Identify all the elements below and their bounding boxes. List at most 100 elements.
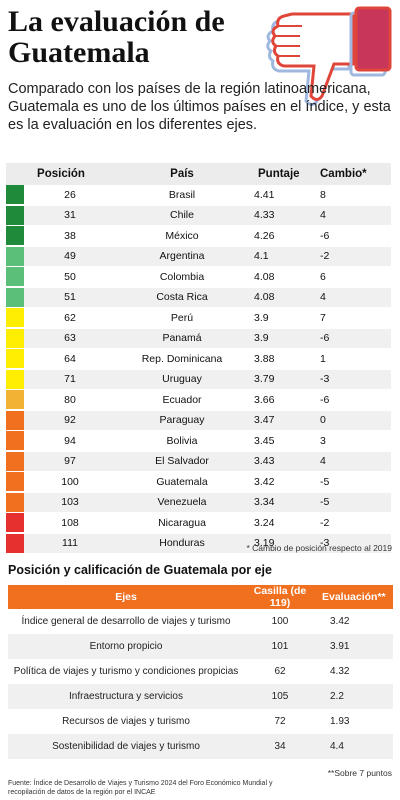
table-row: 50 Colombia 4.08 6	[6, 267, 391, 288]
cell-posicion: 100	[61, 475, 79, 488]
cell-pais: Ecuador	[162, 393, 202, 406]
color-swatch	[6, 205, 24, 225]
table-row: Entorno propicio 101 3.91	[8, 634, 393, 659]
table-row: 108 Nicaragua 3.24 -2	[6, 513, 391, 534]
cell-casilla: 101	[271, 641, 289, 652]
table-row: Índice general de desarrollo de viajes y…	[8, 609, 393, 634]
ranking-table-body: 26 Brasil 4.41 8 31 Chile 4.33 4 38 México 4.26 -6 4…	[6, 185, 391, 554]
cell-pais: Paraguay	[159, 414, 205, 427]
cell-cambio: 4	[320, 291, 326, 304]
cell-posicion: 94	[64, 434, 76, 447]
table-row: 51 Costa Rica 4.08 4	[6, 287, 391, 308]
color-swatch	[6, 492, 24, 512]
thumbs-down-icon	[266, 6, 392, 106]
cell-cambio: -5	[320, 475, 330, 488]
cell-puntaje: 3.45	[254, 434, 275, 447]
cell-evaluacion: 2.2	[330, 691, 344, 702]
cell-posicion: 50	[64, 270, 76, 283]
table-row: Sostenibilidad de viajes y turismo 34 4.4	[8, 734, 393, 759]
color-swatch	[6, 513, 24, 533]
axes-table-header: Ejes Casilla (de 119) Evaluación**	[8, 585, 393, 609]
cell-pais: Bolivia	[166, 434, 198, 447]
cell-cambio: 4	[320, 209, 326, 222]
cell-pais: Chile	[170, 209, 194, 222]
cell-cambio: -3	[320, 537, 330, 550]
table-row: 38 México 4.26 -6	[6, 226, 391, 247]
cell-cambio: 0	[320, 414, 326, 427]
footnote-puntos: **Sobre 7 puntos	[327, 768, 392, 778]
color-swatch	[6, 533, 24, 553]
cell-posicion: 62	[64, 311, 76, 324]
color-swatch	[6, 390, 24, 410]
table-row: 26 Brasil 4.41 8	[6, 185, 391, 206]
cell-cambio: -3	[320, 373, 330, 386]
color-swatch	[6, 472, 24, 492]
cell-casilla: 72	[274, 716, 286, 727]
cell-pais: Honduras	[159, 537, 205, 550]
cell-cambio: 4	[320, 455, 326, 468]
cell-cambio: 1	[320, 352, 326, 365]
table-row: 31 Chile 4.33 4	[6, 205, 391, 226]
cell-pais: Argentina	[159, 250, 205, 263]
cell-puntaje: 3.34	[254, 496, 275, 509]
cell-puntaje: 4.08	[254, 291, 275, 304]
cell-evaluacion: 3.91	[330, 641, 350, 652]
cell-puntaje: 4.08	[254, 270, 275, 283]
cell-casilla: 100	[271, 616, 289, 627]
table-row: Recursos de viajes y turismo 72 1.93	[8, 709, 393, 734]
color-swatch	[6, 369, 24, 389]
color-swatch	[6, 246, 24, 266]
table-row: 92 Paraguay 3.47 0	[6, 410, 391, 431]
color-swatch	[6, 267, 24, 287]
cell-puntaje: 4.1	[254, 250, 269, 263]
cell-evaluacion: 4.4	[330, 741, 344, 752]
ranking-table-header: Posición País Puntaje Cambio*	[6, 163, 391, 185]
table-row: 63 Panamá 3.9 -6	[6, 328, 391, 349]
cell-eje: Índice general de desarrollo de viajes y…	[21, 616, 231, 627]
cell-pais: Uruguay	[162, 373, 202, 386]
header-puntaje: Puntaje	[258, 168, 300, 180]
color-swatch	[6, 410, 24, 430]
cell-cambio: -2	[320, 516, 330, 529]
color-swatch	[6, 287, 24, 307]
table-row: 97 El Salvador 3.43 4	[6, 451, 391, 472]
header-cambio: Cambio*	[320, 168, 367, 180]
cell-cambio: -2	[320, 250, 330, 263]
cell-posicion: 26	[64, 188, 76, 201]
cell-puntaje: 3.24	[254, 516, 275, 529]
cell-puntaje: 3.43	[254, 455, 275, 468]
header-pais: País	[170, 168, 194, 180]
cell-posicion: 49	[64, 250, 76, 263]
table-row: 111 Honduras 3.19 -3	[6, 533, 391, 554]
cell-pais: Costa Rica	[156, 291, 208, 304]
subtitle: Comparado con los países de la región la…	[8, 81, 391, 133]
cell-puntaje: 3.79	[254, 373, 275, 386]
table-row: 62 Perú 3.9 7	[6, 308, 391, 329]
table-row: Infraestructura y servicios 105 2.2	[8, 684, 393, 709]
cell-evaluacion: 3.42	[330, 616, 350, 627]
cell-evaluacion: 1.93	[330, 716, 350, 727]
color-swatch	[6, 226, 24, 246]
cell-pais: Brasil	[168, 188, 196, 201]
cell-posicion: 31	[64, 209, 76, 222]
cell-cambio: -6	[320, 229, 330, 242]
cell-posicion: 97	[64, 455, 76, 468]
cell-cambio: 7	[320, 311, 326, 324]
cell-cambio: 3	[320, 434, 326, 447]
cell-pais: Nicaragua	[158, 516, 206, 529]
color-swatch	[6, 328, 24, 348]
cell-cambio: -5	[320, 496, 330, 509]
cell-eje: Política de viajes y turismo y condicion…	[13, 666, 239, 677]
cell-cambio: -6	[320, 393, 330, 406]
cell-puntaje: 4.26	[254, 229, 275, 242]
cell-puntaje: 3.88	[254, 352, 275, 365]
table-row: 49 Argentina 4.1 -2	[6, 246, 391, 267]
cell-posicion: 38	[64, 229, 76, 242]
cell-posicion: 111	[62, 537, 78, 550]
color-swatch	[6, 308, 24, 328]
color-swatch	[6, 185, 24, 205]
cell-puntaje: 4.41	[254, 188, 275, 201]
color-swatch	[6, 451, 24, 471]
table-row: Política de viajes y turismo y condicion…	[8, 659, 393, 684]
cell-posicion: 108	[61, 516, 79, 529]
